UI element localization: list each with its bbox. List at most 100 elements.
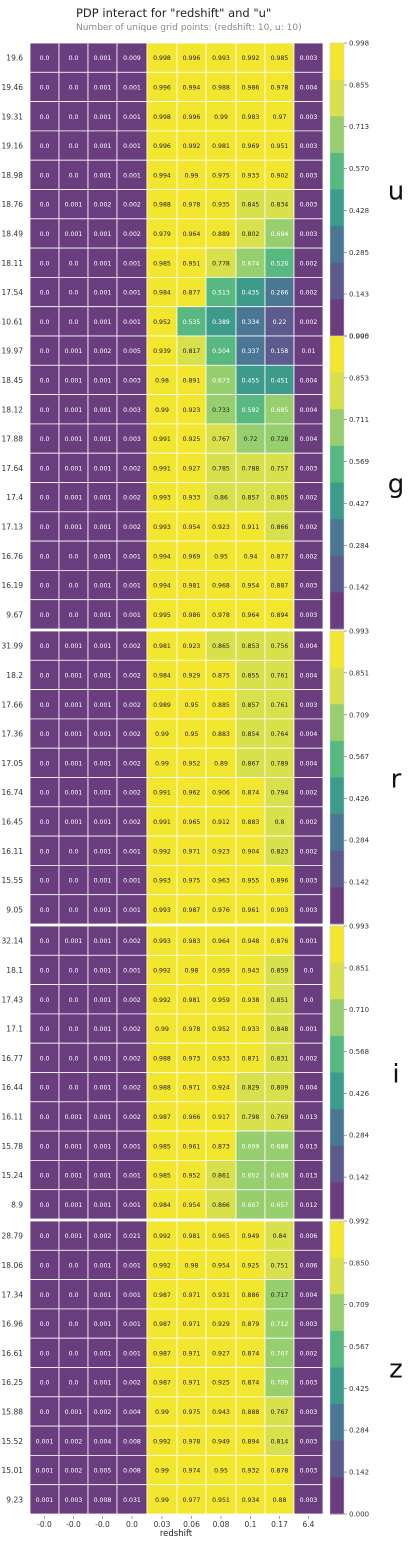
- colorbar-segment: [330, 1250, 344, 1259]
- cell-value: 0.013: [300, 1114, 318, 1121]
- cell-value: 0.943: [212, 1409, 230, 1416]
- heatmap-cell: [293, 1337, 324, 1368]
- colorbar-segment: [330, 814, 344, 822]
- heatmap-cell: [293, 130, 324, 161]
- heatmap-cell: [293, 423, 324, 454]
- colorbar-segment: [330, 865, 344, 874]
- cell-value: 0.785: [212, 465, 230, 472]
- cell-value: 0.002: [300, 848, 318, 855]
- cell-value: 0.001: [123, 1321, 141, 1328]
- cell-value: 0.979: [153, 231, 171, 238]
- heatmap-cell: [58, 1189, 89, 1220]
- cell-value: 0.904: [242, 848, 260, 855]
- cell-value: 0.977: [183, 1497, 201, 1504]
- cell-value: 0.874: [242, 1380, 260, 1387]
- cell-value: 0.0: [40, 1233, 50, 1240]
- heatmap-cell: [293, 925, 324, 956]
- cell-value: 0.001: [65, 1114, 83, 1121]
- heatmap-cell: [116, 570, 148, 601]
- cell-value: 0.003: [300, 143, 318, 150]
- heatmap-cell: [116, 806, 148, 837]
- cell-value: 0.003: [300, 172, 318, 179]
- heatmap-cell: [116, 452, 148, 483]
- cell-value: 0.005: [94, 1468, 112, 1475]
- cell-value: 0.002: [300, 819, 318, 826]
- cell-value: 0.996: [153, 143, 171, 150]
- heatmap-cell: [293, 1425, 324, 1456]
- cell-value: 0.963: [212, 878, 230, 885]
- x-tick-label: -0.0: [66, 1520, 81, 1529]
- heatmap-cell: [87, 630, 118, 661]
- cell-value: 0.001: [123, 967, 141, 974]
- cell-value: 0.966: [183, 1114, 201, 1121]
- colorbar-segment: [330, 50, 344, 59]
- colorbar-segment: [330, 696, 344, 705]
- heatmap-cell: [293, 806, 324, 837]
- heatmap-cell: [58, 630, 89, 661]
- cell-value: 0.0: [40, 1026, 50, 1033]
- colorbar-segment: [330, 682, 344, 691]
- heatmap-cell: [293, 247, 324, 278]
- cell-value: 0.99: [155, 1026, 169, 1033]
- cell-value: 0.97: [273, 114, 287, 121]
- cell-value: 0.002: [94, 202, 112, 209]
- cell-value: 0.985: [271, 55, 289, 62]
- cell-value: 0.925: [242, 1262, 260, 1269]
- cell-value: 0.984: [153, 672, 171, 679]
- colorbar-segment: [330, 1079, 344, 1088]
- cell-value: 0.003: [300, 1321, 318, 1328]
- cell-value: 0.001: [94, 760, 112, 767]
- heatmap-cell: [58, 540, 89, 571]
- cell-value: 0.823: [271, 848, 289, 855]
- heatmap-cell: [29, 423, 60, 454]
- row-label: 32.14: [2, 937, 24, 946]
- heatmap-cell: [205, 540, 237, 571]
- row-label: 15.01: [2, 1466, 24, 1475]
- heatmap-cell: [29, 777, 60, 808]
- cell-value: 0.004: [300, 436, 318, 443]
- heatmap-cell: [205, 101, 237, 132]
- heatmap-cell: [87, 747, 118, 778]
- heatmap-cell: [264, 1396, 295, 1427]
- cell-value: 0.993: [153, 495, 171, 502]
- colorbar-segment: [330, 409, 344, 418]
- heatmap-cell: [116, 1101, 148, 1132]
- cell-value: 0.337: [242, 348, 260, 355]
- cell-value: 0.0: [40, 1350, 50, 1357]
- cell-value: 0.002: [300, 1350, 318, 1357]
- cell-value: 0.001: [94, 1262, 112, 1269]
- heatmap-cell: [293, 1367, 324, 1398]
- colorbar-segment: [330, 850, 344, 859]
- cell-value: 0.592: [242, 407, 260, 414]
- heatmap-cell: [264, 452, 295, 483]
- heatmap-cell: [235, 482, 266, 513]
- colorbar-segment: [330, 1109, 344, 1117]
- cell-value: 0.857: [242, 495, 260, 502]
- cell-value: 0.001: [94, 1143, 112, 1150]
- heatmap-cell: [205, 276, 237, 308]
- colorbar-segment: [330, 497, 344, 505]
- heatmap-cell: [235, 1484, 266, 1515]
- colorbar-segment: [330, 482, 344, 491]
- cell-value: 0.001: [94, 643, 112, 650]
- cell-value: 0.0: [40, 760, 50, 767]
- colorbar-segment: [330, 621, 344, 630]
- colorbar-segment: [330, 365, 344, 374]
- cell-value: 0.001: [65, 938, 83, 945]
- heatmap-cell: [29, 159, 60, 190]
- cell-value: 0.996: [183, 114, 201, 121]
- cell-value: 0.809: [271, 1085, 289, 1092]
- colorbar-segment: [330, 1145, 344, 1154]
- heatmap-cell: [58, 1101, 89, 1132]
- heatmap-cell: [116, 718, 148, 749]
- x-tick-label: 0.1: [245, 1520, 257, 1529]
- cell-value: 0.764: [271, 731, 289, 738]
- cell-value: 0.003: [300, 202, 318, 209]
- cell-value: 0.778: [212, 260, 230, 267]
- heatmap-cell: [264, 1484, 295, 1515]
- colorbar-segment: [330, 887, 344, 896]
- cell-value: 0.975: [183, 1409, 201, 1416]
- cell-value: 0.981: [183, 583, 201, 590]
- row-label: 18.06: [2, 1261, 24, 1270]
- row-label: 17.13: [2, 522, 24, 531]
